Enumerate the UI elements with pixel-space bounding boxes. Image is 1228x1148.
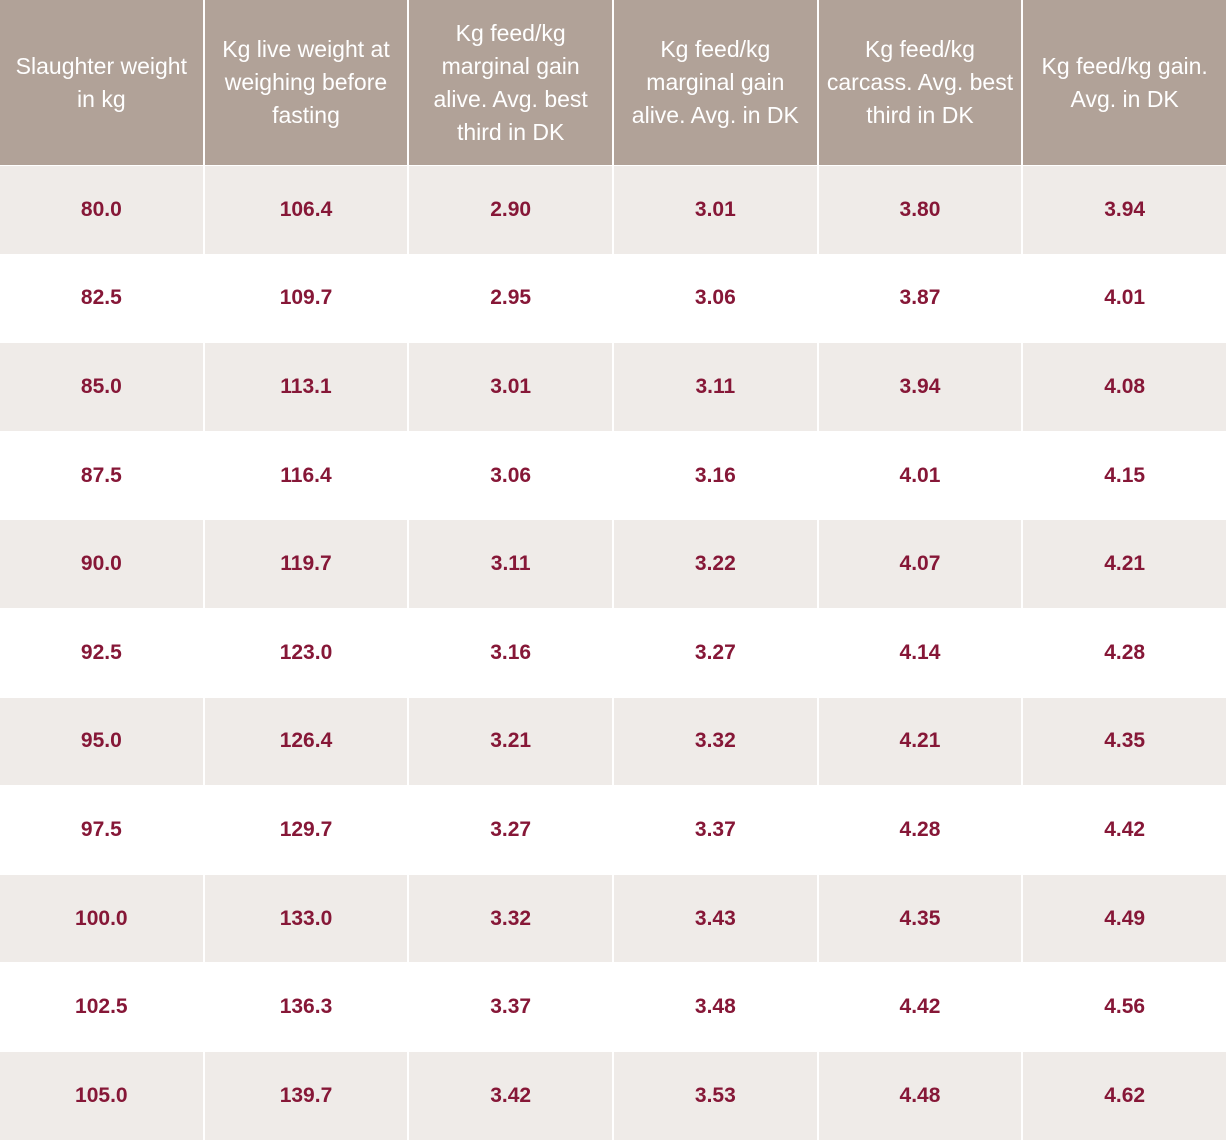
table-cell: 139.7 bbox=[204, 1051, 408, 1140]
table-cell: 4.14 bbox=[818, 608, 1022, 697]
table-cell: 3.27 bbox=[409, 786, 612, 874]
table-cell: 3.11 bbox=[614, 343, 817, 431]
table-cell: 109.7 bbox=[204, 254, 408, 343]
table-cell: 3.06 bbox=[409, 431, 612, 520]
header-cell: Kg feed/kg marginal gain alive. Avg. in … bbox=[614, 0, 817, 165]
table-cell: 3.32 bbox=[409, 874, 612, 963]
table-cell: 102.5 bbox=[0, 963, 203, 1051]
table-cell: 123.0 bbox=[204, 608, 408, 697]
header-cell: Kg feed/kg marginal gain alive. Avg. bes… bbox=[409, 0, 612, 165]
table-cell: 100.0 bbox=[0, 874, 203, 963]
table-cell: 95.0 bbox=[0, 697, 203, 786]
table-cell: 4.01 bbox=[818, 431, 1022, 520]
table-cell: 3.32 bbox=[614, 697, 817, 786]
table-cell: 4.21 bbox=[818, 697, 1022, 786]
table-cell: 87.5 bbox=[0, 431, 203, 520]
table-cell: 4.21 bbox=[1023, 520, 1226, 608]
table-cell: 4.48 bbox=[818, 1051, 1022, 1140]
table-cell: 4.15 bbox=[1023, 431, 1226, 520]
table-cell: 4.28 bbox=[1023, 608, 1226, 697]
table-cell: 2.90 bbox=[409, 166, 612, 254]
table-cell: 4.56 bbox=[1023, 963, 1226, 1051]
table-cell: 80.0 bbox=[0, 166, 203, 254]
table-cell: 4.35 bbox=[818, 874, 1022, 963]
table-cell: 129.7 bbox=[204, 786, 408, 874]
header-cell: Kg feed/kg gain. Avg. in DK bbox=[1023, 0, 1226, 165]
table-cell: 97.5 bbox=[0, 786, 203, 874]
table-cell: 3.21 bbox=[409, 697, 612, 786]
table-cell: 116.4 bbox=[204, 431, 408, 520]
table-cell: 4.07 bbox=[818, 520, 1022, 608]
table-cell: 136.3 bbox=[204, 963, 408, 1051]
table-cell: 3.16 bbox=[614, 431, 817, 520]
header-cell: Slaughter weight in kg bbox=[0, 0, 203, 165]
table-cell: 4.28 bbox=[818, 786, 1022, 874]
table-cell: 4.35 bbox=[1023, 697, 1226, 786]
table-cell: 3.37 bbox=[409, 963, 612, 1051]
table-cell: 4.49 bbox=[1023, 874, 1226, 963]
table-cell: 3.87 bbox=[818, 254, 1022, 343]
table-cell: 3.48 bbox=[614, 963, 817, 1051]
table-cell: 82.5 bbox=[0, 254, 203, 343]
table-cell: 113.1 bbox=[204, 343, 408, 431]
table-cell: 3.37 bbox=[614, 786, 817, 874]
table-cell: 3.94 bbox=[1023, 166, 1226, 254]
table-cell: 119.7 bbox=[204, 520, 408, 608]
table-cell: 3.53 bbox=[614, 1051, 817, 1140]
table-cell: 4.42 bbox=[818, 963, 1022, 1051]
table-cell: 85.0 bbox=[0, 343, 203, 431]
table-cell: 3.43 bbox=[614, 874, 817, 963]
table-cell: 106.4 bbox=[204, 166, 408, 254]
table-cell: 4.42 bbox=[1023, 786, 1226, 874]
table-cell: 3.80 bbox=[818, 166, 1022, 254]
table-cell: 3.01 bbox=[614, 166, 817, 254]
header-cell: Kg feed/kg carcass. Avg. best third in D… bbox=[818, 0, 1022, 165]
table-cell: 4.01 bbox=[1023, 254, 1226, 343]
table-cell: 90.0 bbox=[0, 520, 203, 608]
table-cell: 3.94 bbox=[818, 343, 1022, 431]
table-cell: 3.22 bbox=[614, 520, 817, 608]
table-cell: 3.27 bbox=[614, 608, 817, 697]
table-cell: 133.0 bbox=[204, 874, 408, 963]
table-cell: 3.42 bbox=[409, 1051, 612, 1140]
table-cell: 4.62 bbox=[1023, 1051, 1226, 1140]
table-cell: 2.95 bbox=[409, 254, 612, 343]
table-cell: 3.01 bbox=[409, 343, 612, 431]
header-cell: Kg live weight at weighing before fastin… bbox=[204, 0, 408, 165]
table-cell: 3.11 bbox=[409, 520, 612, 608]
table-cell: 105.0 bbox=[0, 1051, 203, 1140]
table-cell: 4.08 bbox=[1023, 343, 1226, 431]
table-cell: 92.5 bbox=[0, 608, 203, 697]
table-cell: 3.06 bbox=[614, 254, 817, 343]
table-cell: 3.16 bbox=[409, 608, 612, 697]
table-cell: 126.4 bbox=[204, 697, 408, 786]
